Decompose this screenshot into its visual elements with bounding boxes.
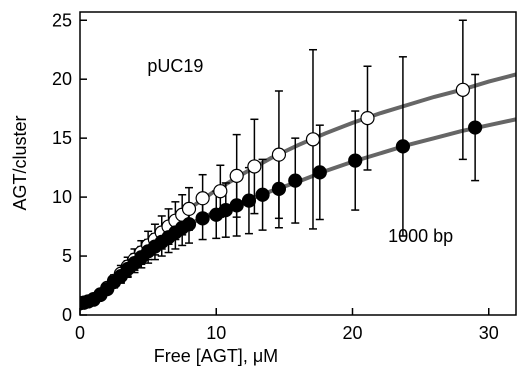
annotation: 1000 bp <box>388 226 453 246</box>
point <box>455 82 470 97</box>
y-tick-label: 20 <box>52 69 72 89</box>
point <box>181 201 197 216</box>
x-axis-label: Free [AGT], μM <box>154 346 278 366</box>
point <box>241 193 257 208</box>
y-tick-label: 25 <box>52 10 72 30</box>
point <box>468 120 483 135</box>
point <box>213 184 228 199</box>
point <box>247 159 262 174</box>
point <box>229 198 244 213</box>
y-tick-label: 0 <box>62 305 72 325</box>
y-axis-label: AGT/cluster <box>10 115 30 210</box>
point <box>288 173 303 188</box>
point <box>229 168 244 183</box>
point <box>255 187 270 202</box>
point <box>195 211 210 226</box>
point <box>195 191 210 206</box>
point <box>271 147 287 162</box>
x-tick-label: 0 <box>75 323 85 343</box>
point <box>305 132 321 147</box>
y-tick-label: 10 <box>52 187 72 207</box>
plot-area <box>80 19 516 311</box>
x-tick-label: 10 <box>206 323 226 343</box>
point <box>271 181 287 196</box>
point <box>348 153 363 168</box>
fit-curve <box>80 72 516 305</box>
x-tick-label: 30 <box>479 323 499 343</box>
point <box>395 139 411 154</box>
plot-frame <box>79 11 517 316</box>
annotation: pUC19 <box>147 56 203 76</box>
y-tick-label: 15 <box>52 128 72 148</box>
point <box>181 217 197 232</box>
point <box>312 165 327 180</box>
y-tick-label: 5 <box>62 246 72 266</box>
point <box>360 111 375 126</box>
x-tick-label: 20 <box>342 323 362 343</box>
